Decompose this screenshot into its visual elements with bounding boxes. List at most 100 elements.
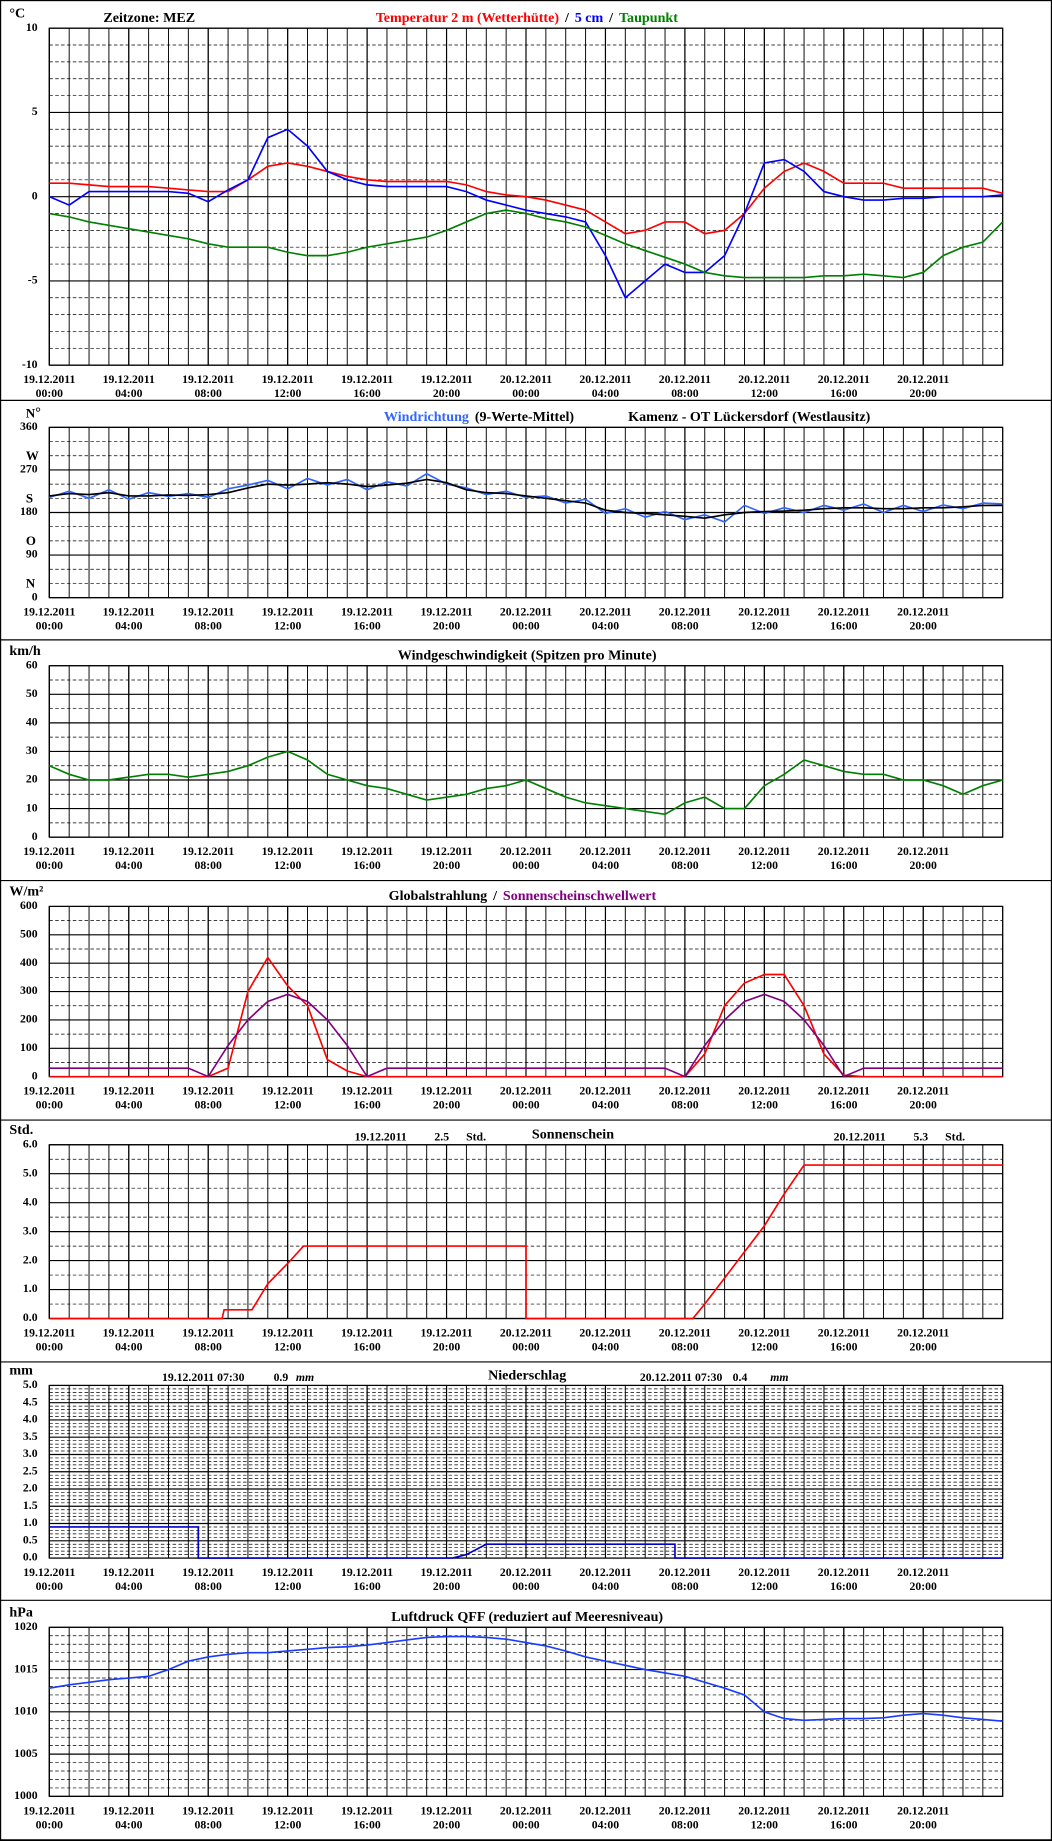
y-tick-label: 3.5 — [23, 1430, 38, 1443]
x-tick-date: 20.12.2011 — [659, 373, 711, 386]
x-tick-date: 19.12.2011 — [182, 1566, 234, 1579]
x-tick-date: 19.12.2011 — [103, 606, 155, 619]
x-tick-date: 19.12.2011 — [420, 1085, 472, 1098]
legend-separator: / — [608, 10, 614, 26]
x-tick-time: 20:00 — [433, 1580, 461, 1593]
unit-label: °C — [9, 5, 25, 21]
x-tick-date: 20.12.2011 — [659, 1566, 711, 1579]
x-tick-time: 00:00 — [512, 1818, 540, 1831]
x-tick-date: 19.12.2011 — [341, 1566, 393, 1579]
timezone: Zeitzone: MEZ — [103, 10, 195, 26]
y-tick-label: 5 — [32, 105, 38, 118]
x-tick-time: 04:00 — [115, 1580, 143, 1593]
x-tick-date: 20.12.2011 — [579, 1804, 631, 1817]
y-tick-label: 1005 — [14, 1747, 38, 1760]
x-tick-date: 20.12.2011 — [738, 845, 790, 858]
x-tick-time: 08:00 — [195, 620, 223, 633]
x-tick-time: 16:00 — [353, 1580, 381, 1593]
x-tick-time: 20:00 — [433, 859, 461, 872]
x-tick-time: 08:00 — [671, 1580, 699, 1593]
x-tick-date: 19.12.2011 — [262, 845, 314, 858]
y-tick-label: 100 — [20, 1041, 38, 1054]
x-tick-time: 08:00 — [671, 859, 699, 872]
x-tick-time: 04:00 — [592, 859, 620, 872]
x-tick-date: 19.12.2011 — [103, 1804, 155, 1817]
x-tick-date: 20.12.2011 — [500, 606, 552, 619]
compass-label: S — [26, 491, 33, 506]
x-tick-time: 20:00 — [910, 1099, 938, 1112]
y-tick-label: 1.0 — [23, 1516, 38, 1529]
x-tick-time: 08:00 — [195, 1341, 223, 1354]
y-tick-label: 1015 — [14, 1662, 38, 1675]
legend-entry: Temperatur 2 m (Wetterhütte) — [376, 10, 560, 26]
y-tick-label: 3.0 — [23, 1447, 38, 1460]
y-tick-label: 5.0 — [23, 1166, 38, 1179]
x-tick-date: 20.12.2011 — [500, 1326, 552, 1339]
y-tick-label: 3.0 — [23, 1224, 38, 1237]
x-tick-time: 16:00 — [830, 1580, 858, 1593]
x-tick-time: 04:00 — [592, 1099, 620, 1112]
x-tick-time: 12:00 — [274, 620, 302, 633]
x-tick-time: 20:00 — [910, 1818, 938, 1831]
compass-label: N — [26, 405, 36, 420]
x-tick-time: 04:00 — [592, 1580, 620, 1593]
series-line — [49, 478, 1003, 519]
x-tick-time: 04:00 — [115, 1341, 143, 1354]
unit-label: W/m² — [9, 884, 43, 900]
x-tick-date: 20.12.2011 — [500, 1566, 552, 1579]
x-tick-date: 20.12.2011 — [659, 845, 711, 858]
x-tick-date: 20.12.2011 — [579, 1566, 631, 1579]
x-tick-time: 00:00 — [36, 859, 64, 872]
x-tick-time: 16:00 — [353, 387, 381, 400]
x-tick-date: 20.12.2011 — [897, 845, 949, 858]
series-line — [49, 993, 1003, 1078]
annotation-unit: mm — [770, 1371, 788, 1384]
y-tick-label: 200 — [20, 1013, 38, 1026]
annotation-value: 0.4 — [733, 1371, 748, 1384]
annotation-unit: Std. — [945, 1130, 965, 1143]
x-tick-date: 19.12.2011 — [103, 1326, 155, 1339]
legend-entry: (9-Werte-Mittel) — [475, 409, 575, 425]
x-tick-date: 19.12.2011 — [262, 1566, 314, 1579]
x-tick-time: 04:00 — [592, 387, 620, 400]
y-tick-label: 180 — [20, 505, 38, 518]
x-tick-date: 19.12.2011 — [420, 845, 472, 858]
chart-title: Luftdruck QFF (reduziert auf Meeresnivea… — [391, 1609, 663, 1625]
x-tick-date: 20.12.2011 — [897, 606, 949, 619]
x-tick-time: 20:00 — [910, 1341, 938, 1354]
x-tick-date: 19.12.2011 — [182, 373, 234, 386]
x-tick-date: 20.12.2011 — [579, 1326, 631, 1339]
x-tick-date: 19.12.2011 — [182, 1804, 234, 1817]
chart-title: Niederschlag — [488, 1367, 566, 1383]
annotation-value: 5.3 — [913, 1130, 928, 1143]
x-tick-time: 12:00 — [274, 1818, 302, 1831]
annotation-unit: mm — [296, 1371, 314, 1384]
annotation-value: 2.5 — [434, 1130, 449, 1143]
x-tick-date: 19.12.2011 — [262, 1085, 314, 1098]
x-tick-date: 20.12.2011 — [738, 1085, 790, 1098]
y-tick-label: 0 — [32, 189, 38, 202]
y-tick-label: 20 — [26, 773, 38, 786]
x-tick-date: 19.12.2011 — [420, 606, 472, 619]
y-tick-label: 400 — [20, 956, 38, 969]
legend-entry: Sonnenscheinschwellwert — [503, 888, 657, 904]
x-tick-time: 20:00 — [910, 1580, 938, 1593]
chart-title: Sonnenschein — [532, 1127, 614, 1143]
plot-border — [48, 1626, 1004, 1797]
x-tick-date: 20.12.2011 — [500, 373, 552, 386]
unit-label: km/h — [9, 643, 40, 659]
x-tick-time: 12:00 — [751, 387, 779, 400]
series-line — [49, 472, 1003, 523]
plot-border — [48, 1384, 1004, 1559]
x-tick-time: 00:00 — [36, 1818, 64, 1831]
x-tick-time: 00:00 — [36, 1099, 64, 1112]
legend: Globalstrahlung / Sonnenscheinschwellwert — [389, 888, 657, 904]
y-tick-label: 30 — [26, 744, 38, 757]
x-tick-date: 20.12.2011 — [897, 1326, 949, 1339]
x-tick-date: 20.12.2011 — [897, 373, 949, 386]
x-tick-date: 20.12.2011 — [897, 1566, 949, 1579]
x-tick-time: 20:00 — [910, 620, 938, 633]
unit-label: Std. — [9, 1122, 33, 1138]
y-tick-label: 0 — [32, 590, 38, 603]
